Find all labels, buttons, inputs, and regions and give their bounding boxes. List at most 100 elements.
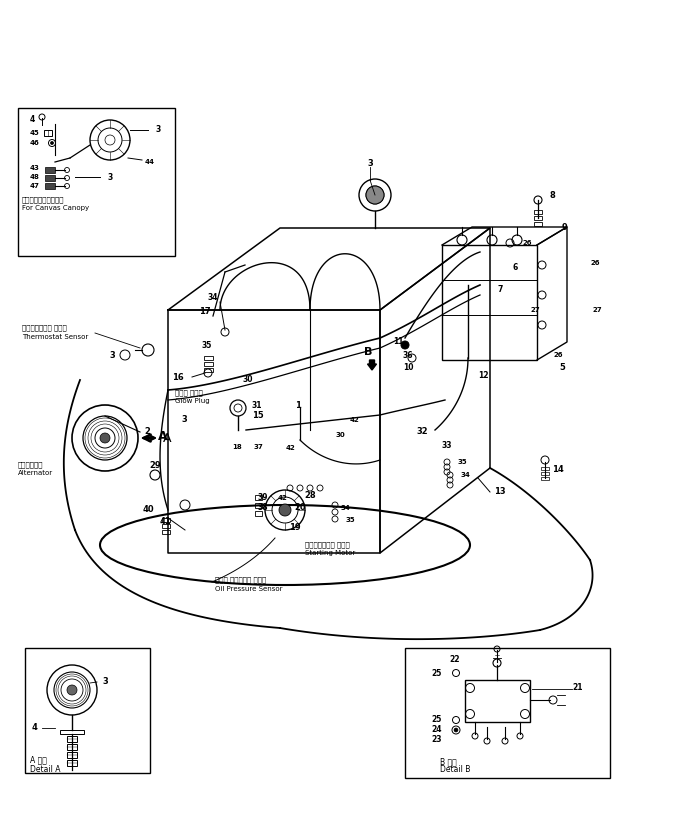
Bar	[44, 130, 52, 136]
Circle shape	[401, 341, 409, 349]
Bar	[67, 744, 77, 750]
Text: 26: 26	[553, 352, 563, 358]
Bar	[45, 183, 55, 189]
Bar	[534, 210, 542, 214]
Text: グロー プラグ: グロー プラグ	[175, 390, 203, 396]
Text: 39: 39	[257, 494, 268, 503]
Text: 11: 11	[393, 337, 403, 346]
Text: 5: 5	[559, 363, 565, 372]
Text: 28: 28	[304, 491, 316, 500]
Text: 4: 4	[32, 724, 38, 733]
Bar	[162, 530, 170, 534]
Text: 27: 27	[592, 307, 602, 313]
Text: 3: 3	[102, 677, 108, 686]
Circle shape	[100, 433, 110, 443]
Text: 19: 19	[289, 523, 301, 532]
Text: 6: 6	[512, 263, 518, 272]
Bar	[534, 222, 542, 226]
Text: Starting Motor: Starting Motor	[305, 550, 355, 556]
Text: 40: 40	[142, 505, 154, 514]
Text: 27: 27	[530, 307, 540, 313]
Bar	[405, 648, 610, 778]
Text: Detail B: Detail B	[440, 765, 471, 774]
Text: A 詳細: A 詳細	[30, 756, 47, 764]
Text: 1: 1	[295, 400, 301, 409]
Text: 41: 41	[159, 518, 171, 526]
Text: 29: 29	[149, 460, 161, 469]
Text: 16: 16	[172, 372, 184, 381]
Text: 14: 14	[552, 465, 564, 474]
Text: 4: 4	[29, 116, 35, 125]
Text: 17: 17	[199, 307, 211, 316]
Text: 46: 46	[30, 140, 40, 146]
Text: 30: 30	[242, 376, 253, 385]
Text: Glow Plug: Glow Plug	[175, 398, 210, 404]
Text: 31: 31	[252, 400, 262, 409]
Bar	[25, 648, 150, 773]
Text: サーモスタット センサ: サーモスタット センサ	[22, 324, 67, 332]
Circle shape	[366, 186, 384, 204]
Text: 22: 22	[449, 655, 460, 664]
Text: 35: 35	[345, 517, 355, 523]
Text: 48: 48	[30, 174, 40, 180]
Text: 45: 45	[30, 130, 40, 136]
Text: B 詳細: B 詳細	[440, 757, 457, 766]
Bar	[255, 495, 262, 500]
Text: 36: 36	[402, 350, 413, 359]
Text: 10: 10	[402, 363, 413, 372]
Text: 34: 34	[460, 472, 470, 478]
Text: スターティング モータ: スターティング モータ	[305, 542, 350, 548]
Bar	[255, 511, 262, 516]
Text: For Canvas Canopy: For Canvas Canopy	[22, 205, 89, 211]
Text: 18: 18	[232, 444, 242, 450]
Bar	[541, 467, 549, 470]
Text: 3: 3	[155, 126, 161, 134]
Bar	[45, 167, 55, 173]
Text: 32: 32	[416, 428, 428, 437]
Bar	[67, 760, 77, 766]
Text: 3: 3	[367, 158, 373, 168]
Text: キャンバスキャノピ用: キャンバスキャノピ用	[22, 196, 65, 203]
Text: 42: 42	[285, 445, 295, 451]
Text: 12: 12	[478, 371, 488, 380]
Text: 33: 33	[442, 440, 452, 450]
Text: 15: 15	[252, 411, 264, 420]
Text: 34: 34	[208, 293, 218, 302]
Text: 47: 47	[30, 183, 40, 189]
Text: Alternator: Alternator	[18, 470, 53, 476]
Text: 9: 9	[562, 223, 568, 232]
Bar	[255, 503, 262, 508]
Text: 43: 43	[30, 165, 40, 171]
Text: A: A	[158, 430, 168, 443]
Circle shape	[454, 728, 458, 732]
Bar	[465, 680, 530, 722]
Text: 35: 35	[202, 341, 212, 350]
Bar	[541, 477, 549, 480]
Text: 3: 3	[109, 350, 115, 359]
Bar	[534, 216, 542, 220]
Text: 3: 3	[108, 173, 112, 182]
Circle shape	[50, 142, 54, 144]
Text: 23: 23	[432, 735, 442, 744]
Text: B: B	[364, 347, 373, 357]
Text: 2: 2	[144, 428, 150, 437]
Circle shape	[67, 685, 77, 695]
Text: Oil Pressure Sensor: Oil Pressure Sensor	[215, 586, 283, 592]
Circle shape	[279, 504, 291, 516]
Text: 7: 7	[497, 285, 503, 294]
Text: 26: 26	[590, 260, 600, 266]
Bar	[67, 736, 77, 742]
Text: Detail A: Detail A	[30, 764, 61, 773]
Text: 44: 44	[145, 159, 155, 165]
Bar	[541, 472, 549, 475]
Bar	[18, 108, 175, 256]
Bar	[67, 752, 77, 758]
Text: 25: 25	[432, 668, 442, 677]
Text: オルタネータ: オルタネータ	[18, 461, 44, 469]
Bar	[204, 368, 213, 372]
Bar	[45, 175, 55, 181]
Bar	[204, 356, 213, 360]
Text: 26: 26	[522, 240, 532, 246]
Bar	[204, 362, 213, 366]
Text: 13: 13	[494, 487, 506, 496]
